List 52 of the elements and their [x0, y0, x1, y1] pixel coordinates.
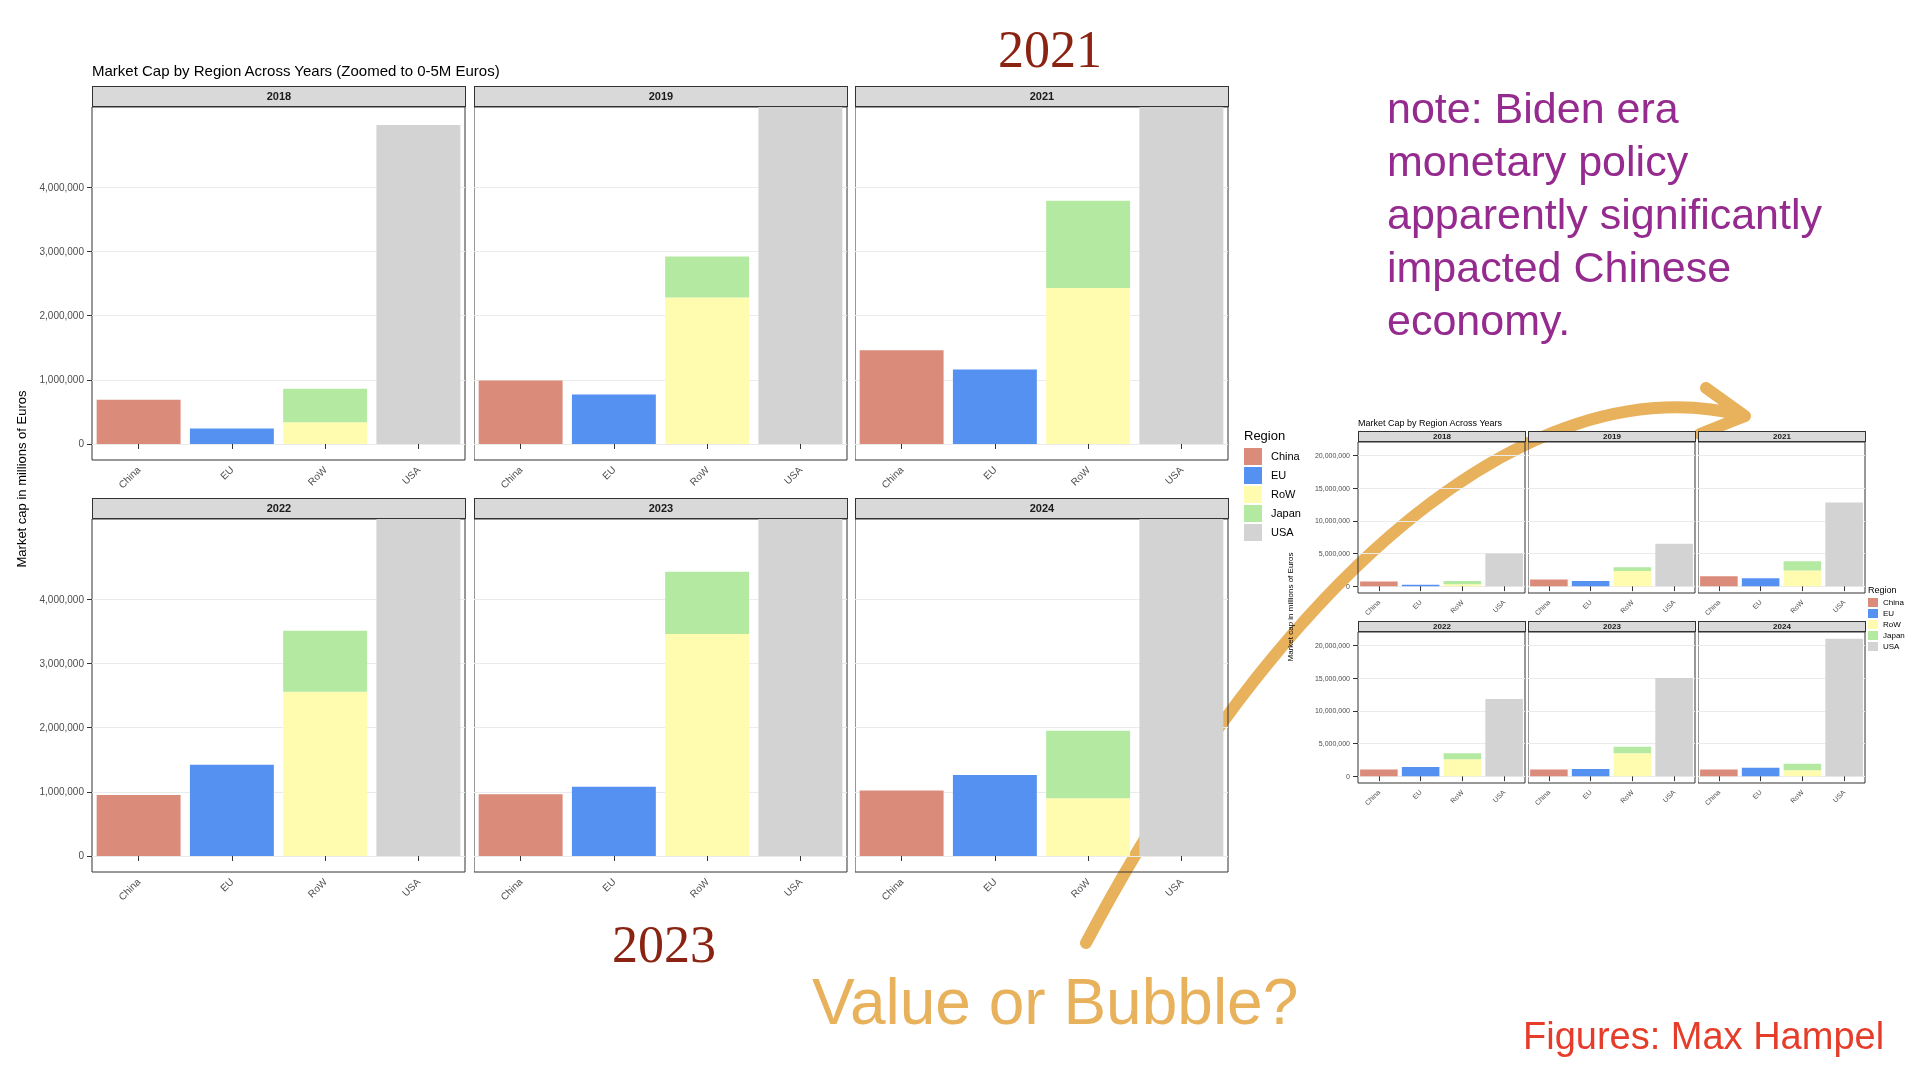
chart-title: 2021 [855, 86, 1229, 107]
chart-title: 2021 [1698, 431, 1866, 442]
legend-label: China [1270, 449, 1301, 465]
legend-title: Region [1244, 428, 1287, 443]
text: Market Cap by Region Across Years [1358, 418, 1503, 428]
chart-title: 2023 [474, 498, 848, 519]
chart-title: 2023 [1528, 621, 1696, 632]
y-tick-label: 2,000,000 [39, 722, 85, 734]
text: Market Cap by Region Across Years (Zoomed to 0-5M Euros) [92, 62, 500, 79]
x-tick-label: USA [1162, 463, 1186, 487]
x-tick-label: EU [981, 876, 999, 894]
y-tick-label: 1,000,000 [39, 374, 85, 386]
chart-title: 2022 [92, 498, 466, 519]
text: note: Biden era monetary policy apparently significantly impacted Chinese economy. [1387, 83, 1824, 346]
y-tick-label: 4,000,000 [39, 593, 85, 605]
x-tick-label: USA [781, 875, 805, 899]
text: 2021 [998, 20, 1102, 79]
y-tick-label: 4,000,000 [39, 181, 85, 193]
text: 2023 [612, 915, 716, 974]
x-tick-label: EU [600, 464, 618, 482]
x-tick-label: EU [981, 464, 999, 482]
legend-label: Japan [1882, 630, 1905, 641]
x-tick-label: USA [399, 875, 423, 899]
y-tick-label: 2,000,000 [39, 310, 85, 322]
chart-title: 2018 [92, 86, 466, 107]
y-axis-title: Market cap in millions of Euros [14, 390, 29, 568]
y-tick-label: 3,000,000 [39, 657, 85, 669]
x-tick-label: USA [399, 463, 423, 487]
x-tick-label: EU [600, 876, 618, 894]
chart-title: 2024 [1698, 621, 1866, 632]
chart-title: 2022 [1358, 621, 1526, 632]
legend-label: USA [1270, 525, 1295, 541]
x-tick-label: USA [1162, 875, 1186, 899]
legend-label: Japan [1270, 506, 1301, 522]
y-tick-label: 1,000,000 [39, 786, 85, 798]
chart-title: 2018 [1358, 431, 1526, 442]
chart-title: 2019 [474, 86, 848, 107]
text: Value or Bubble? [812, 965, 1299, 1039]
x-tick-label: EU [218, 876, 236, 894]
text: Figures: Max Hampel [1523, 1015, 1885, 1058]
legend-label: USA [1882, 641, 1901, 652]
x-tick-label: EU [218, 464, 236, 482]
y-tick-label: 0 [78, 438, 85, 450]
chart-title: 2024 [855, 498, 1229, 519]
y-tick-label: 3,000,000 [39, 245, 85, 257]
legend-title: Region [1868, 585, 1898, 595]
chart-title: 2019 [1528, 431, 1696, 442]
y-axis-title: Market cap in millions of Euros [1286, 552, 1295, 662]
legend-label: RoW [1270, 487, 1297, 503]
x-tick-label: USA [781, 463, 805, 487]
y-tick-label: 0 [78, 850, 85, 862]
legend-label: RoW [1882, 619, 1902, 630]
